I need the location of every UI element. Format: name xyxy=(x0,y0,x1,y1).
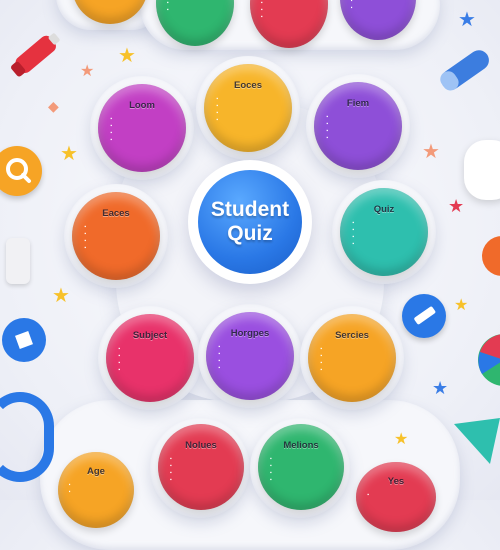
bubble-yes[interactable]: Yes xyxy=(356,462,436,532)
star-icon: ★ xyxy=(448,196,465,216)
star-icon: ★ xyxy=(422,141,440,163)
star-icon: ★ xyxy=(118,45,136,67)
bubble-title: Age xyxy=(87,466,105,477)
pie-icon xyxy=(478,334,500,386)
star-icon: ★ xyxy=(454,297,469,314)
bubble-age[interactable]: Age xyxy=(58,452,134,528)
magnet-icon xyxy=(0,392,54,482)
bubble-fiem[interactable]: Fiem xyxy=(314,82,402,170)
center-button[interactable]: Student Quiz xyxy=(198,170,302,274)
bubble-title: Horgpes xyxy=(230,328,270,339)
bubble-title: Eoces xyxy=(234,80,262,91)
star-icon: ★ xyxy=(60,143,78,165)
bubble-sercies[interactable]: Sercies xyxy=(308,314,396,402)
glue-icon xyxy=(11,33,60,77)
center-title-line1: Student xyxy=(210,198,290,221)
center-badge[interactable]: Student Quiz xyxy=(188,160,312,284)
star-icon: ★ xyxy=(80,63,95,80)
eraser-icon xyxy=(440,50,489,91)
triangle-icon xyxy=(454,418,500,464)
bubble-title: Sercies xyxy=(335,330,369,341)
center-title-line2: Quiz xyxy=(227,222,273,245)
note-icon xyxy=(2,318,46,362)
search-icon xyxy=(0,146,42,196)
star-icon: ★ xyxy=(52,285,70,307)
bubble-eoces[interactable]: Eoces xyxy=(204,64,292,152)
bubble-title: Eaces xyxy=(102,208,130,219)
star-icon: ★ xyxy=(458,9,476,31)
star-icon: ◆ xyxy=(48,98,59,114)
ruler-icon xyxy=(402,294,446,338)
bubble-title: Subject xyxy=(132,330,168,341)
bubble-nolues[interactable]: Nolues xyxy=(158,424,244,510)
bubble-eaces[interactable]: Eaces xyxy=(72,192,160,280)
bubble-title: Fiem xyxy=(346,98,370,109)
star-icon: ★ xyxy=(394,431,409,448)
bubble-title: Yes xyxy=(387,476,405,487)
star-icon: ★ xyxy=(432,378,449,398)
bubble-quiz[interactable]: Quiz xyxy=(340,188,428,276)
bubble-subject[interactable]: Subject xyxy=(106,314,194,402)
ring-decor-icon xyxy=(482,236,500,276)
pen-icon xyxy=(464,140,500,200)
bubble-title: Nolues xyxy=(185,440,217,451)
bubble-melions[interactable]: Melions xyxy=(258,424,344,510)
bubble-title: Quiz xyxy=(373,204,395,215)
bubble-horgpes[interactable]: Horgpes xyxy=(206,312,294,400)
bubble-title: Loom xyxy=(129,100,155,111)
bubble-loom[interactable]: Loom xyxy=(98,84,186,172)
bubble-title: Melions xyxy=(283,440,319,451)
bottle-icon xyxy=(6,238,30,284)
